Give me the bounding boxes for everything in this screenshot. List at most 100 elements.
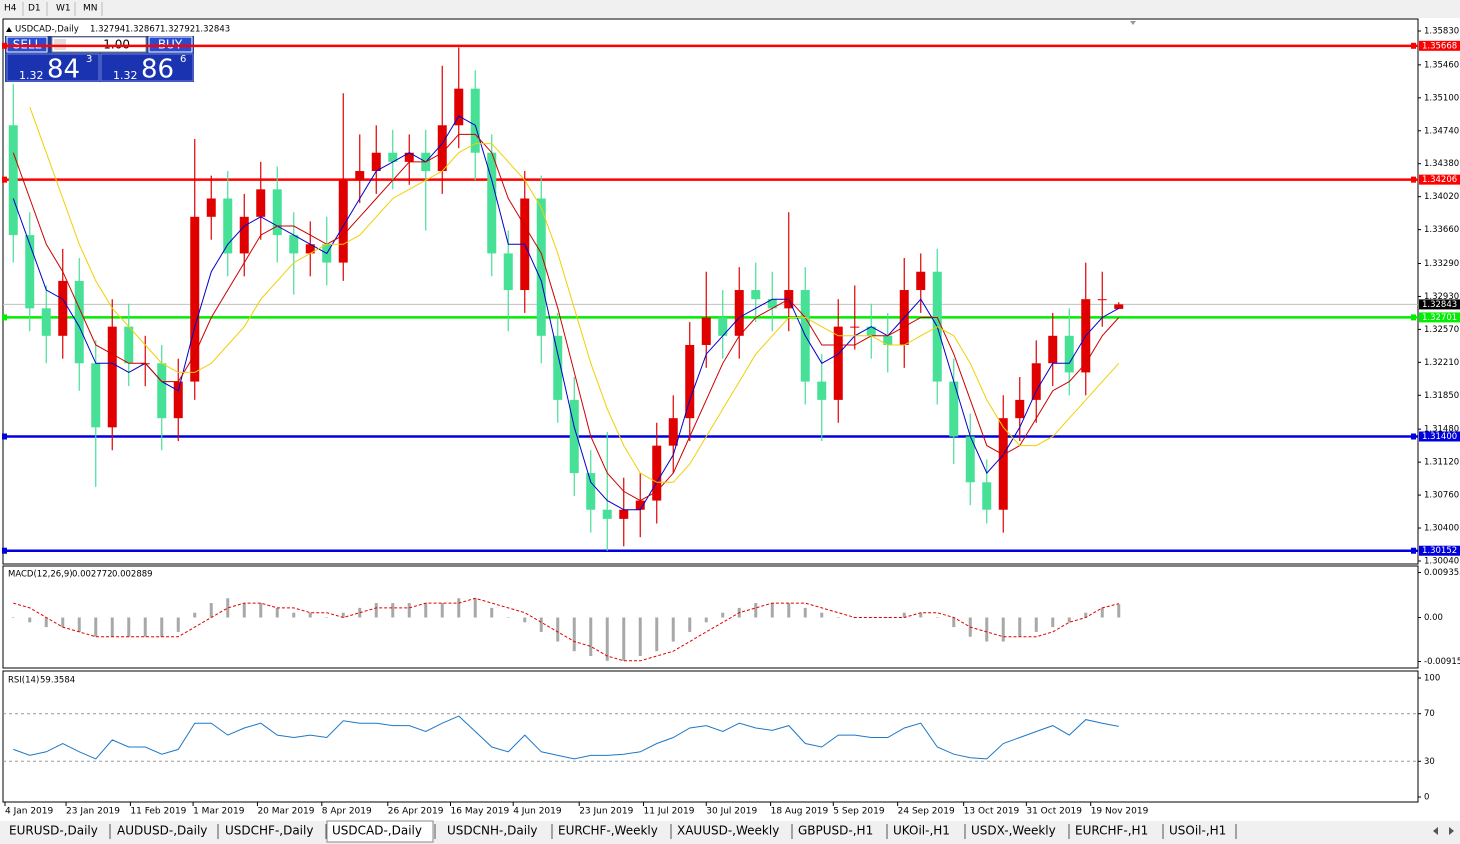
x-tick-label: 11 Feb 2019: [130, 807, 186, 817]
macd-bar: [688, 617, 692, 632]
level-handle[interactable]: [2, 176, 7, 183]
ohlc-readout: 1.32843: [195, 25, 230, 35]
candle-body: [1048, 335, 1058, 364]
macd-signal: [13, 597, 1119, 662]
timeframe-label[interactable]: D1: [28, 4, 41, 14]
tab[interactable]: EURCHF-,H1: [1075, 824, 1164, 840]
tab[interactable]: USDCHF-,Daily: [225, 824, 327, 840]
candle-body: [91, 363, 101, 428]
lot-field[interactable]: [51, 36, 147, 53]
macd-bar: [556, 617, 560, 642]
tab[interactable]: USDCNH-,Daily: [447, 824, 553, 840]
tab-label[interactable]: AUDUSD-,Daily: [117, 824, 207, 838]
candle-body: [487, 152, 497, 254]
macd-bar: [424, 603, 428, 618]
buy-price-box[interactable]: [100, 53, 194, 82]
candle-body: [355, 171, 365, 181]
buy-button[interactable]: [148, 36, 193, 53]
y-tick-label: 0.009353: [1424, 568, 1460, 578]
candle-body: [817, 381, 827, 400]
candle-body: [1114, 304, 1124, 309]
timeframe-label[interactable]: H4: [4, 4, 17, 14]
timeframe-label[interactable]: MN: [83, 4, 98, 14]
tab[interactable]: USDX-,Weekly: [971, 824, 1070, 840]
timeframe-label[interactable]: W1: [56, 4, 71, 14]
timeframe-button[interactable]: H4: [4, 2, 24, 16]
level-handle[interactable]: [1411, 42, 1416, 49]
tab[interactable]: UKOil-,H1: [893, 824, 966, 840]
level-handle[interactable]: [2, 433, 7, 440]
collapse-icon[interactable]: [6, 27, 12, 32]
buy-label[interactable]: BUY: [158, 38, 183, 52]
tab-label[interactable]: UKOil-,H1: [893, 824, 950, 838]
x-tick-label: 26 Apr 2019: [388, 807, 444, 817]
macd-bar: [242, 603, 246, 618]
indicator-readout: 59.3584: [40, 676, 75, 686]
tab[interactable]: EURCHF-,Weekly: [558, 824, 672, 840]
level-label-bg: [1419, 40, 1460, 51]
lot-spinner[interactable]: [54, 39, 66, 50]
x-tick-label: 19 Nov 2019: [1091, 807, 1149, 817]
timeframe-button[interactable]: MN: [83, 2, 103, 16]
y-tick-label: 1.34020: [1424, 192, 1459, 202]
candle-body: [223, 198, 233, 254]
level-handle[interactable]: [1411, 433, 1416, 440]
tab-label[interactable]: EURCHF-,Weekly: [558, 824, 658, 838]
macd-bar: [193, 612, 197, 618]
level-handle[interactable]: [2, 42, 7, 49]
level-handle[interactable]: [1411, 176, 1416, 183]
tab-label[interactable]: USDCAD-,Daily: [332, 824, 422, 838]
level-handle[interactable]: [2, 547, 7, 554]
y-tick-label: -0.00915: [1424, 657, 1460, 667]
x-tick-label: 18 Aug 2019: [771, 807, 829, 817]
level-handle[interactable]: [1411, 314, 1416, 321]
sell-label[interactable]: SELL: [13, 38, 42, 52]
sell-price-box[interactable]: [6, 53, 100, 82]
timeframe-button[interactable]: D1: [28, 2, 48, 16]
tab-label[interactable]: USDCNH-,Daily: [447, 824, 538, 838]
tab-scroll-left[interactable]: [1433, 827, 1438, 835]
tab[interactable]: USDCAD-,Daily: [326, 820, 436, 843]
tab-label[interactable]: USDX-,Weekly: [971, 824, 1056, 838]
macd-bar: [473, 598, 477, 618]
macd-panel: [2, 565, 1419, 669]
candle-body: [289, 235, 299, 254]
x-tick-label: 4 Jun 2019: [513, 807, 562, 817]
lot-value[interactable]: 1.00: [103, 38, 130, 52]
tab[interactable]: XAUUSD-,Weekly: [677, 824, 793, 840]
candle-body: [718, 317, 728, 336]
level-handle[interactable]: [2, 314, 7, 321]
tab-label[interactable]: GBPUSD-,H1: [798, 824, 873, 838]
candle-body: [685, 344, 695, 419]
macd-bar: [127, 617, 131, 637]
active-tab-bg[interactable]: [326, 820, 434, 843]
tab-label[interactable]: EURCHF-,H1: [1075, 824, 1148, 838]
macd-bar: [391, 603, 395, 618]
indicator-readout: 0.002889: [112, 570, 153, 580]
candle-body: [883, 335, 893, 345]
tab-label[interactable]: USDCHF-,Daily: [225, 824, 313, 838]
macd-bar: [440, 603, 444, 618]
tab[interactable]: GBPUSD-,H1: [798, 824, 888, 840]
candle-body: [338, 180, 348, 263]
tab-label[interactable]: USOil-,H1: [1169, 824, 1226, 838]
tab-label[interactable]: XAUUSD-,Weekly: [677, 824, 779, 838]
x-tick-label: 23 Jan 2019: [66, 807, 120, 817]
tab[interactable]: AUDUSD-,Daily: [117, 824, 219, 840]
candle-body: [998, 418, 1008, 510]
y-tick-label: 1.33290: [1424, 259, 1459, 269]
tab[interactable]: EURUSD-,Daily: [9, 824, 111, 840]
tab-label[interactable]: EURUSD-,Daily: [9, 824, 98, 838]
tab-scroll-right[interactable]: [1449, 827, 1454, 835]
timeframe-button[interactable]: W1: [56, 2, 76, 16]
level-label-bg: [1419, 545, 1460, 556]
macd-bar: [143, 617, 147, 637]
tab[interactable]: USOil-,H1: [1169, 824, 1237, 840]
x-tick-label: 5 Sep 2019: [833, 807, 885, 817]
candle-body: [602, 509, 612, 519]
candle-body: [107, 326, 117, 428]
candle-body: [553, 335, 563, 400]
macd-bar: [803, 607, 807, 618]
level-handle[interactable]: [1411, 547, 1416, 554]
